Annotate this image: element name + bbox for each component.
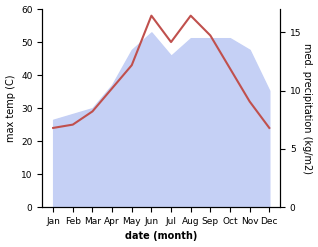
- X-axis label: date (month): date (month): [125, 231, 197, 242]
- Y-axis label: max temp (C): max temp (C): [5, 74, 16, 142]
- Y-axis label: med. precipitation (kg/m2): med. precipitation (kg/m2): [302, 43, 313, 174]
